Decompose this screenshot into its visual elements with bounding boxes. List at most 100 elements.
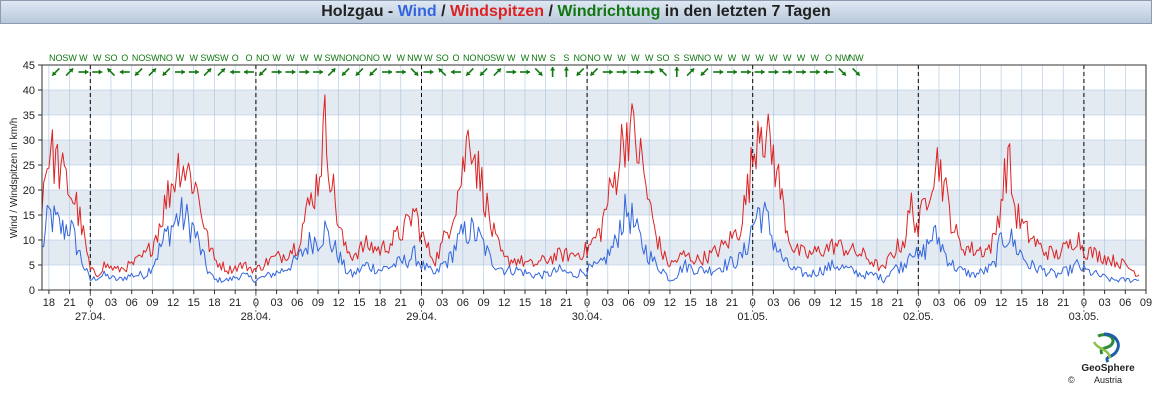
arrow-head [733, 69, 737, 75]
title-wind: Wind [397, 3, 437, 20]
arrow-head [259, 71, 264, 76]
x-tick-label: 09 [809, 297, 821, 309]
direction-arrow [258, 67, 267, 77]
arrow-head [230, 69, 234, 75]
direction-label: S [550, 53, 556, 63]
direction-label: NO [463, 53, 477, 63]
x-tick-label: 12 [167, 297, 179, 309]
direction-arrow [852, 67, 861, 77]
direction-label: NO [159, 53, 173, 63]
x-tick-label: 21 [560, 297, 572, 309]
arrow-head [659, 68, 664, 73]
direction-label: NW [835, 53, 850, 63]
direction-label: SW [325, 53, 340, 63]
arrow-head [162, 71, 167, 76]
direction-label: W [190, 53, 199, 63]
x-tick-label: 06 [1119, 297, 1131, 309]
direction-label: S [563, 53, 569, 63]
plot-frame [41, 64, 1147, 291]
direction-arrow [630, 69, 641, 75]
plot-border [41, 64, 1147, 291]
arrow-head [278, 69, 282, 75]
y-tick-label: 45 [23, 60, 35, 72]
direction-arrow [451, 69, 461, 75]
direction-label: W [93, 53, 102, 63]
direction-arrow [506, 69, 517, 75]
direction-label: NO [256, 53, 270, 63]
x-tick-label: 18 [208, 297, 220, 309]
x-tick-label: 09 [477, 297, 489, 309]
direction-label: SW [62, 53, 77, 63]
logo-name: GeoSphere [1081, 363, 1135, 374]
x-tick-label: 18 [705, 297, 717, 309]
direction-arrow [51, 67, 60, 77]
arrow-head [774, 69, 779, 75]
direction-arrow [838, 67, 847, 77]
arrow-head [291, 69, 296, 75]
arrow-head [220, 68, 225, 73]
direction-arrow [217, 67, 226, 77]
logo-icon [1092, 332, 1120, 363]
arrow-head [747, 69, 751, 75]
geosphere-logo: GeoSphere Austria © [1068, 330, 1148, 398]
direction-label: W [286, 53, 295, 63]
x-tick-label: 06 [788, 297, 800, 309]
arrow-head [496, 68, 501, 73]
x-tick-label: 15 [353, 297, 365, 309]
x-tick-label: 21 [726, 297, 738, 309]
y-tick-label: 5 [29, 260, 35, 272]
x-tick-label: 03 [270, 297, 282, 309]
direction-label: NO [573, 53, 587, 63]
x-tick-label: 03 [436, 297, 448, 309]
x-tick-label: 18 [1036, 297, 1048, 309]
direction-label: O [825, 53, 832, 63]
arrow-head [438, 68, 443, 73]
direction-label: SO [104, 53, 117, 63]
arrow-head [576, 71, 581, 76]
direction-label: W [728, 53, 737, 63]
arrow-head [195, 69, 199, 75]
direction-arrow [713, 69, 724, 75]
arrow-head [429, 69, 434, 75]
arrow-head [761, 69, 765, 75]
arrow-head [816, 69, 820, 75]
y-tick-label: 0 [29, 285, 35, 297]
direction-arrow [493, 67, 502, 77]
x-tick-label: 21 [63, 297, 75, 309]
x-tick-label: 06 [126, 297, 138, 309]
arrow-head [84, 69, 89, 75]
direction-arrow [382, 69, 392, 75]
arrow-head [151, 68, 156, 73]
arrow-head [369, 71, 374, 76]
direction-arrow [327, 67, 336, 77]
direction-arrow [271, 69, 282, 75]
x-tick-label: 15 [188, 297, 200, 309]
y-tick-label: 25 [23, 160, 35, 172]
direction-arrow [65, 67, 74, 77]
arrow-head [107, 68, 112, 73]
direction-label: O [121, 53, 128, 63]
direction-label: W [314, 53, 323, 63]
direction-arrow [550, 67, 556, 77]
x-tick-label: 09 [312, 297, 324, 309]
direction-label: SW [145, 53, 160, 63]
date-label: 28.04. [241, 311, 272, 323]
arrow-head [451, 69, 455, 75]
x-tick-label: 18 [871, 297, 883, 309]
direction-label: W [79, 53, 88, 63]
x-tick-label: 15 [1016, 297, 1028, 309]
direction-arrow [754, 69, 765, 75]
direction-label: W [783, 53, 792, 63]
direction-label: W [617, 53, 626, 63]
x-tick-label: 06 [622, 297, 634, 309]
arrow-head [512, 69, 517, 75]
arrow-head [538, 71, 543, 76]
direction-arrow [78, 69, 89, 75]
direction-arrow [796, 69, 806, 75]
direction-arrow [395, 69, 406, 75]
direction-arrow [644, 69, 655, 75]
date-label: 03.05. [1069, 311, 1100, 323]
direction-arrow [244, 69, 254, 75]
arrow-head [623, 69, 627, 75]
x-tick-label: 12 [995, 297, 1007, 309]
